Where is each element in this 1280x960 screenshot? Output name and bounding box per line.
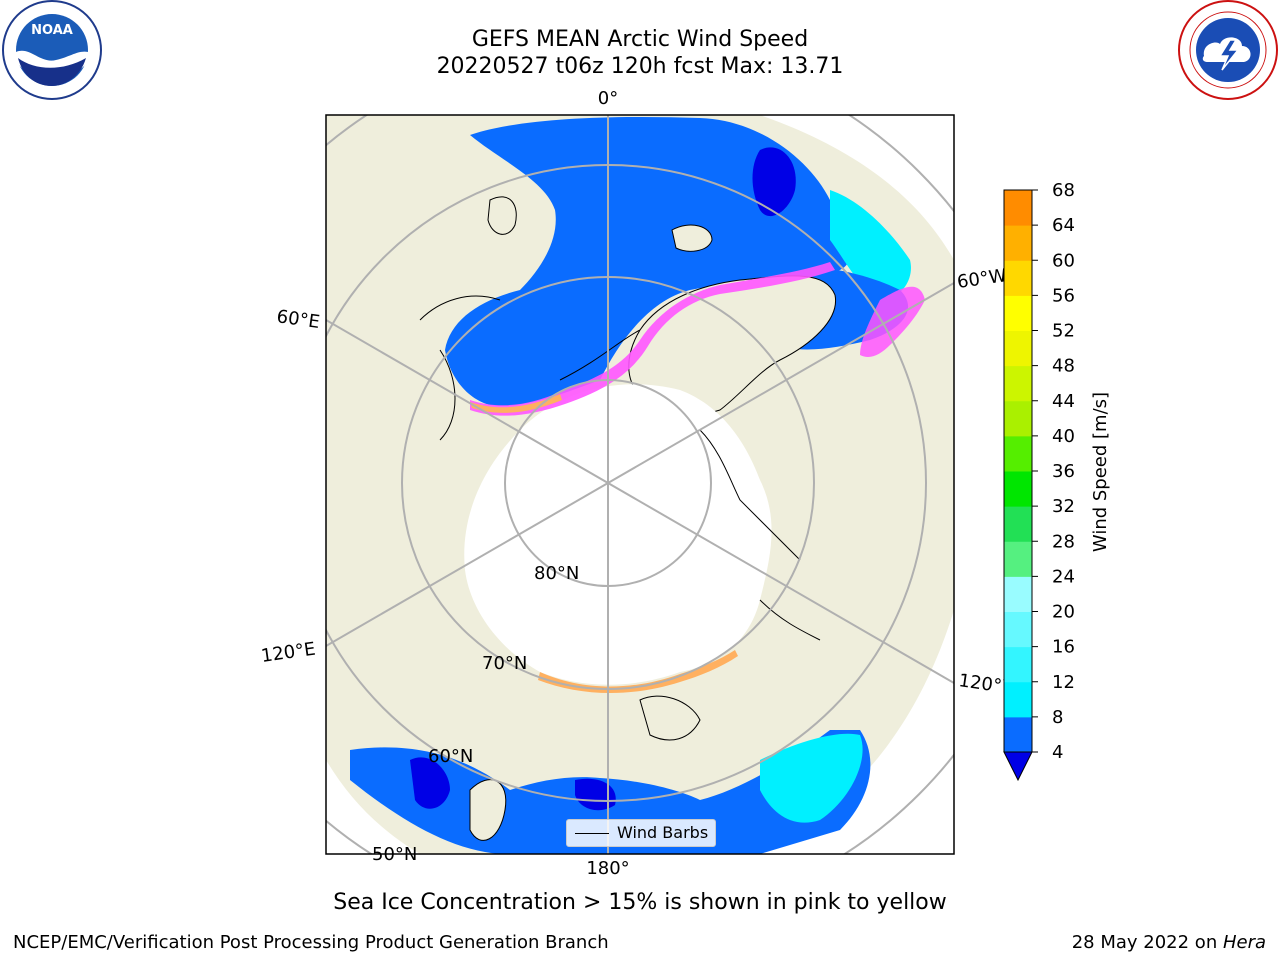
ice-edge-atlantic <box>470 262 835 416</box>
ice-edge-labrador <box>860 286 925 357</box>
colorbar-tick-label: 28 <box>1052 531 1075 552</box>
colorbar-label: Wind Speed [m/s] <box>1090 392 1111 552</box>
colorbar-tick-label: 16 <box>1052 637 1075 658</box>
lat-label-80: 80°N <box>534 563 579 584</box>
atlantic-wind-field <box>445 116 851 406</box>
lon-label-0: 0° <box>598 88 618 109</box>
lat-label-70: 70°N <box>482 653 527 674</box>
colorbar-tick-label: 20 <box>1052 602 1075 623</box>
colorbar-segment <box>1004 330 1032 367</box>
colorbar-segment <box>1004 435 1032 472</box>
moderate-wind-patch-greenland <box>830 190 911 300</box>
colorbar-segment <box>1004 295 1032 331</box>
colorbar-segment <box>1004 365 1032 402</box>
colorbar-segment <box>1004 400 1032 437</box>
colorbar-tick-label: 48 <box>1052 356 1075 377</box>
wind-barb-legend-label: Wind Barbs <box>617 823 709 842</box>
chart-subtitle: 20220527 t06z 120h fcst Max: 13.71 <box>436 54 844 79</box>
noaa-logo: NOAA <box>2 0 102 100</box>
ice-edge-atlantic-orange <box>470 394 562 413</box>
colorbar-tick-label: 12 <box>1052 672 1075 693</box>
uk-island <box>487 196 517 235</box>
strong-wind-okhotsk <box>410 757 450 809</box>
colorbar-segment <box>1004 541 1032 577</box>
colorbar-tick-label: 4 <box>1052 742 1063 763</box>
colorbar-tick-label: 44 <box>1052 391 1075 412</box>
lat-label-60: 60°N <box>428 746 473 767</box>
outside-domain-sw <box>326 760 420 854</box>
sea-ice-note: Sea Ice Concentration > 15% is shown in … <box>333 890 947 915</box>
outside-domain-ne <box>760 115 954 260</box>
colorbar-segment <box>1004 190 1032 226</box>
strong-wind-bering <box>575 778 616 811</box>
footer-host: Hera <box>1222 932 1266 953</box>
colorbar-tick-label: 36 <box>1052 461 1075 482</box>
lon-label-60w: 60°W <box>956 265 1008 293</box>
colorbar-tick-label: 40 <box>1052 426 1075 447</box>
meridian-60e-120w <box>326 319 954 684</box>
footer-organization: NCEP/EMC/Verification Post Processing Pr… <box>13 932 609 953</box>
graticule <box>326 115 954 854</box>
colorbar-tick-label: 8 <box>1052 707 1063 728</box>
colorbar-segment <box>1004 681 1032 718</box>
colorbar-segment <box>1004 260 1032 296</box>
noaa-logo-text: NOAA <box>31 23 73 38</box>
ice-edge-pacific <box>538 650 738 694</box>
colorbar-tick-label: 24 <box>1052 566 1075 587</box>
outside-domain-se <box>760 610 954 854</box>
colorbar-segment <box>1004 716 1032 753</box>
nws-logo <box>1178 0 1278 100</box>
meridian-120e-60w <box>326 282 954 647</box>
arctic-ocean-ice <box>464 384 772 685</box>
colorbar-tick-label: 52 <box>1052 321 1075 342</box>
alaska-coast <box>639 695 701 741</box>
lat-label-50: 50°N <box>372 844 417 865</box>
colorbar-tick-label: 60 <box>1052 250 1075 271</box>
map-content <box>326 115 954 854</box>
colorbar-segment <box>1004 646 1032 683</box>
lon-label-120e: 120°E <box>260 639 317 667</box>
footer-date-text: 28 May 2022 on <box>1071 932 1223 953</box>
lon-label-180: 180° <box>586 858 629 879</box>
gulf-of-alaska-wind <box>760 733 863 823</box>
lon-label-60e: 60°E <box>275 306 321 333</box>
colorbar-tick-label: 32 <box>1052 496 1075 517</box>
colorbar-segment <box>1004 506 1032 542</box>
map-legend: Wind Barbs <box>566 819 716 847</box>
footer-date: 28 May 2022 on Hera <box>1072 932 1266 953</box>
strong-wind-patch-1 <box>752 147 796 217</box>
colorbar-tick-label: 68 <box>1052 180 1075 201</box>
map-frame <box>325 114 955 855</box>
colorbar-tick-label: 56 <box>1052 285 1075 306</box>
colorbar-segment <box>1004 471 1032 507</box>
wind-barb-legend-line <box>575 833 609 834</box>
kamchatka <box>469 779 507 841</box>
colorbar-extend-min <box>1003 751 1033 782</box>
chart-title: GEFS MEAN Arctic Wind Speed <box>471 27 809 52</box>
colorbar-segment <box>1004 225 1032 261</box>
colorbar-segment <box>1004 611 1032 648</box>
colorbar-tick-label: 64 <box>1052 215 1075 236</box>
colorbar-segment <box>1004 576 1032 612</box>
iceland <box>671 224 713 252</box>
coastlines-canada <box>699 429 821 641</box>
